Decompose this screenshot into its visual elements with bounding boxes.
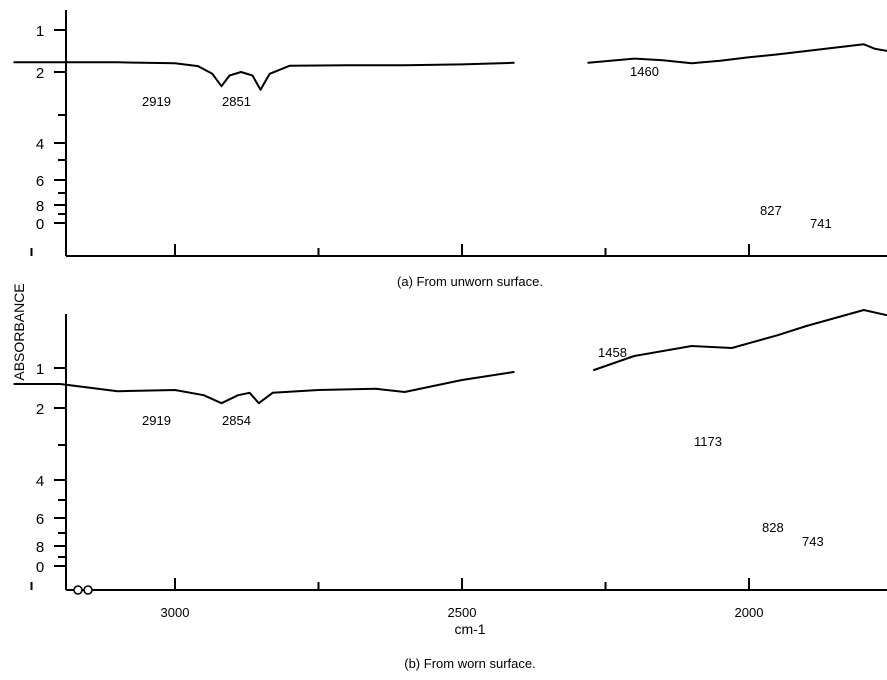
y-tick-label: 6 <box>36 173 44 190</box>
x-axis-title: cm-1 <box>454 621 485 637</box>
panel-b-peak-label: 2919 <box>142 413 171 428</box>
y-tick-label: 8 <box>36 198 44 215</box>
panel-a-peak-label: 2851 <box>222 94 251 109</box>
y-tick-label: 0 <box>36 559 44 576</box>
panel-b-peak-label: 828 <box>762 520 784 535</box>
spectrum-line <box>593 309 887 371</box>
x-tick-label: 2500 <box>448 605 477 620</box>
panel-b-peak-label: 1173 <box>694 434 722 449</box>
panel-b-peak-label: 743 <box>802 534 824 549</box>
x-tick-label: 3000 <box>161 605 190 620</box>
y-tick-label: 1 <box>36 361 44 378</box>
y-axis-title: ABSORBANCE <box>11 283 27 380</box>
y-tick-label: 1 <box>36 23 44 40</box>
spectrum-line <box>13 61 515 91</box>
panel-a-peak-label: 827 <box>760 203 782 218</box>
panel-a-peak-label: 741 <box>810 216 832 231</box>
panel-b-axis-marker <box>73 585 83 595</box>
panel-a-caption: (a) From unworn surface. <box>397 274 543 289</box>
spectrum-line <box>13 371 515 405</box>
y-tick-label: 8 <box>36 539 44 556</box>
panel-a-peak-label: 1460 <box>630 64 659 79</box>
panel-b-peak-label: 1458 <box>598 345 627 360</box>
panel-b-axis-marker <box>83 585 93 595</box>
y-tick-label: 0 <box>36 216 44 233</box>
panel-b-caption: (b) From worn surface. <box>404 656 535 671</box>
panel-b-peak-label: 2854 <box>222 413 251 428</box>
y-tick-label: 4 <box>36 473 44 490</box>
y-tick-label: 4 <box>36 136 44 153</box>
spectrum-line <box>587 43 887 65</box>
y-tick-label: 6 <box>36 511 44 528</box>
y-tick-label: 2 <box>36 65 44 82</box>
x-tick-label: 2000 <box>735 605 764 620</box>
y-tick-label: 2 <box>36 401 44 418</box>
panel-a-peak-label: 2919 <box>142 94 171 109</box>
panel-a: 1 2 4 6 80 2919 2851 1460 827 741 (a) From u… <box>13 10 887 289</box>
